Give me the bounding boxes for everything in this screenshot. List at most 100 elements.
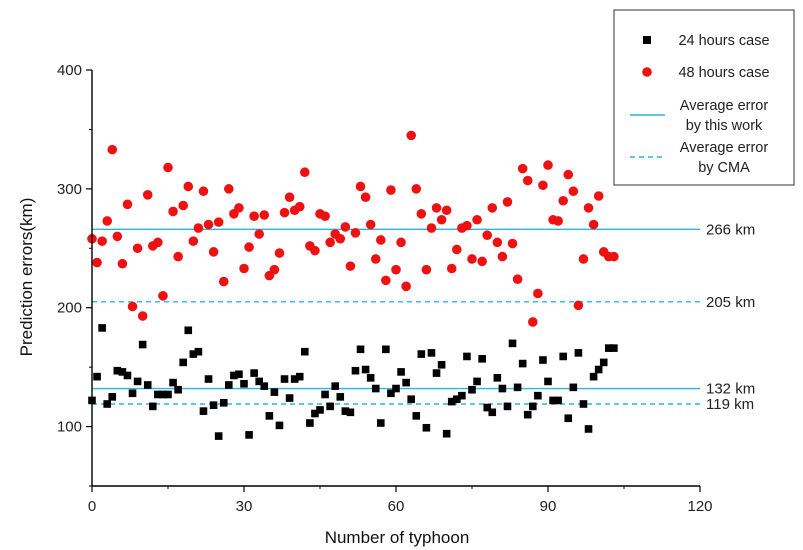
point-24h	[549, 396, 557, 405]
point-48h	[386, 185, 396, 195]
point-48h	[173, 251, 183, 262]
point-48h	[208, 247, 219, 257]
point-24h	[377, 419, 385, 427]
point-48h	[117, 258, 128, 269]
point-48h	[132, 243, 143, 254]
point-48h	[396, 237, 406, 248]
point-48h	[142, 190, 153, 200]
point-48h	[583, 203, 594, 213]
point-48h	[310, 245, 320, 256]
point-48h	[492, 237, 503, 248]
point-24h	[113, 366, 122, 375]
point-24h	[503, 402, 512, 411]
point-24h	[513, 383, 522, 392]
point-24h	[569, 383, 578, 392]
point-24h	[366, 374, 375, 382]
point-24h	[610, 344, 618, 352]
point-24h	[108, 393, 117, 401]
point-24h	[518, 359, 527, 368]
point-24h	[204, 375, 213, 383]
point-24h	[493, 374, 502, 382]
point-24h	[534, 391, 542, 400]
point-48h	[279, 207, 290, 218]
point-24h	[463, 352, 471, 361]
y-axis-title: Prediction errors(km)	[17, 198, 36, 357]
point-48h	[178, 200, 188, 211]
point-48h	[533, 288, 543, 299]
point-48h	[538, 180, 548, 191]
point-24h	[235, 370, 243, 379]
point-24h	[407, 395, 415, 404]
point-48h	[477, 256, 487, 267]
point-24h	[564, 414, 573, 423]
point-48h	[593, 191, 604, 201]
point-24h	[138, 340, 147, 349]
point-48h	[163, 162, 173, 173]
y-tick-label: 200	[57, 300, 82, 317]
point-24h	[392, 384, 400, 393]
legend: 24 hours case 48 hours case Average error b…	[613, 9, 795, 186]
point-48h	[300, 167, 310, 178]
point-24h	[154, 390, 162, 399]
point-48h	[269, 264, 280, 275]
average-value-label: 119 km	[706, 396, 754, 413]
point-48h	[122, 199, 133, 210]
point-24h	[149, 402, 157, 411]
x-tick-label: 0	[88, 498, 96, 515]
point-24h	[209, 401, 218, 409]
average-value-label: 205 km	[706, 294, 755, 311]
point-24h	[584, 425, 593, 433]
point-24h	[331, 382, 339, 390]
point-48h	[284, 192, 295, 202]
point-24h	[599, 358, 608, 367]
point-24h	[316, 406, 324, 414]
point-24h	[245, 431, 253, 439]
point-48h	[244, 242, 254, 252]
point-24h	[442, 429, 451, 438]
point-48h	[183, 181, 194, 192]
point-48h	[446, 263, 457, 274]
data-points	[87, 130, 619, 440]
x-axis-title: Number of typhoon	[325, 528, 470, 547]
point-24h	[605, 344, 613, 352]
point-48h	[158, 291, 168, 301]
point-48h	[543, 160, 553, 170]
point-24h	[544, 377, 552, 386]
point-24h	[523, 410, 532, 419]
point-24h	[397, 368, 405, 376]
point-48h	[239, 263, 249, 274]
point-24h	[539, 356, 547, 364]
legend-label: by CMA	[698, 160, 750, 176]
axes: 0 30 60 90 120 100 200 300 400	[57, 62, 713, 515]
legend-label: by this work	[686, 118, 763, 134]
x-tick-label: 60	[388, 498, 405, 515]
point-48h	[345, 261, 356, 271]
point-48h	[568, 186, 579, 197]
x-tick-label: 120	[687, 498, 712, 515]
point-24h	[179, 358, 187, 367]
point-24h	[402, 378, 410, 387]
point-48h	[391, 264, 401, 275]
point-24h	[422, 423, 431, 432]
x-tick-label: 30	[236, 498, 253, 515]
point-24h	[589, 372, 598, 381]
point-24h	[103, 400, 111, 408]
point-48h	[320, 211, 330, 221]
y-tick-label: 400	[57, 62, 82, 79]
point-48h	[411, 184, 422, 194]
point-48h	[234, 203, 244, 213]
point-48h	[370, 254, 381, 264]
point-48h	[588, 219, 599, 230]
point-24h	[123, 371, 132, 380]
point-24h	[143, 381, 152, 389]
point-48h	[436, 214, 447, 225]
point-48h	[188, 236, 199, 246]
point-48h	[224, 184, 234, 194]
point-24h	[427, 349, 436, 357]
point-48h	[553, 216, 563, 226]
point-24h	[240, 379, 248, 388]
y-tick-label: 100	[57, 419, 82, 436]
point-48h	[406, 130, 417, 141]
point-48h	[431, 203, 442, 213]
average-value-label: 266 km	[706, 221, 755, 238]
